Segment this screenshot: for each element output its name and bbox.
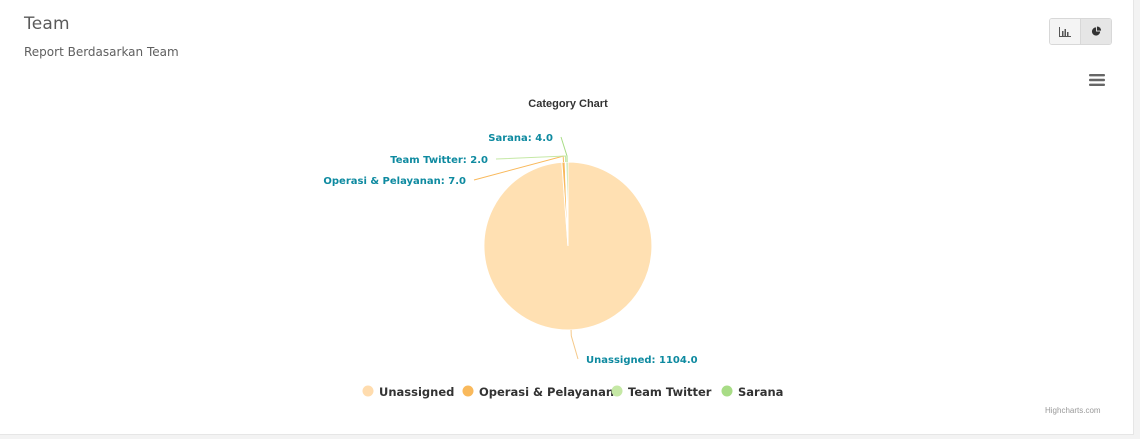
chart-title: Category Chart	[528, 98, 608, 110]
legend-label: Unassigned	[379, 385, 454, 399]
legend-item-unassigned[interactable]: Unassigned	[363, 385, 455, 399]
data-label-operasi-pelayanan: Operasi & Pelayanan: 7.0	[323, 176, 466, 187]
data-label-team-twitter: Team Twitter: 2.0	[390, 155, 488, 166]
data-label-sarana: Sarana: 4.0	[488, 133, 553, 144]
connector-sarana	[561, 137, 567, 162]
data-label-unassigned: Unassigned: 1104.0	[586, 355, 698, 366]
legend-item-operasi-pelayanan[interactable]: Operasi & Pelayanan	[463, 385, 615, 399]
legend-item-team-twitter[interactable]: Team Twitter	[612, 385, 712, 399]
legend-swatch	[363, 386, 374, 397]
legend-swatch	[463, 386, 474, 397]
pie-slices	[484, 162, 652, 330]
legend-swatch	[612, 386, 623, 397]
chart-legend: Unassigned Operasi & Pelayanan Team Twitte…	[363, 385, 784, 399]
connector-team-twitter	[496, 156, 566, 162]
legend-swatch	[722, 386, 733, 397]
legend-label: Team Twitter	[628, 385, 712, 399]
chart-credits[interactable]: Highcharts.com	[1045, 406, 1101, 415]
connector-unassigned	[571, 330, 578, 359]
legend-label: Operasi & Pelayanan	[479, 385, 614, 399]
legend-label: Sarana	[738, 385, 783, 399]
legend-item-sarana[interactable]: Sarana	[722, 385, 784, 399]
